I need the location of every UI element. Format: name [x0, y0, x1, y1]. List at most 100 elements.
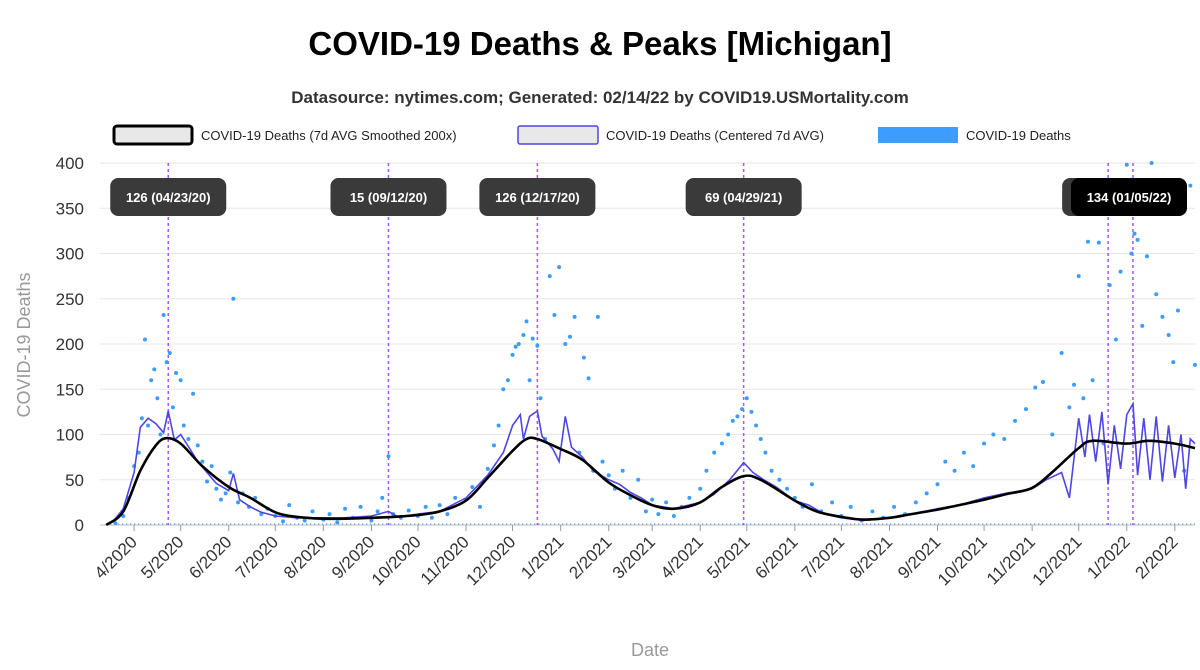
data-point [477, 504, 482, 509]
y-tick-label: 200 [56, 335, 84, 354]
data-point [524, 319, 529, 324]
data-point [136, 450, 141, 455]
data-point [530, 336, 535, 341]
series-centered-line [111, 400, 1196, 523]
legend-item-deaths: COVID-19 Deaths [878, 127, 1071, 143]
data-point [935, 482, 940, 487]
x-tick-label: 10/2021 [934, 532, 991, 589]
data-point [763, 450, 768, 455]
x-tick-label: 2/2022 [1131, 532, 1181, 582]
data-point [516, 342, 521, 346]
data-point [375, 509, 380, 514]
data-point [228, 470, 233, 475]
data-point [1129, 251, 1134, 256]
data-point [1166, 332, 1171, 337]
y-tick-label: 350 [56, 199, 84, 218]
data-point [1144, 254, 1149, 259]
data-point [445, 512, 450, 517]
data-point [809, 482, 814, 487]
data-point [606, 473, 611, 478]
data-point [231, 296, 236, 301]
data-point [1013, 418, 1018, 423]
data-point [236, 500, 241, 505]
x-tick-label: 7/2021 [798, 532, 848, 582]
data-point [595, 314, 600, 319]
data-point [1023, 407, 1028, 412]
x-axis: 4/20205/20206/20207/20208/20209/202010/2… [91, 525, 1182, 589]
y-tick-label: 50 [65, 471, 84, 490]
data-point [470, 484, 475, 489]
data-point [149, 378, 154, 383]
x-tick-label: 1/2021 [517, 532, 567, 582]
data-point [982, 441, 987, 446]
peak-label: 126 (12/17/20) [479, 178, 596, 216]
data-point [1002, 437, 1007, 442]
data-point [581, 355, 586, 360]
data-point [1072, 382, 1077, 387]
data-point [749, 409, 754, 414]
data-point [730, 418, 735, 423]
data-point [200, 459, 205, 464]
y-tick-label: 300 [56, 245, 84, 264]
data-point [563, 342, 568, 346]
peak-label-text: 126 (12/17/20) [495, 190, 580, 205]
data-point [139, 416, 144, 421]
x-tick-label: 12/2021 [1029, 532, 1086, 589]
peak-label-text: 15 (09/12/20) [350, 190, 427, 205]
peak-label: 15 (09/12/20) [330, 178, 447, 216]
data-point [158, 432, 163, 437]
peak-label-text: 126 (04/23/20) [126, 190, 211, 205]
data-point [429, 515, 434, 520]
legend-swatch-centered [517, 125, 599, 145]
x-tick-label: 11/2020 [417, 532, 473, 588]
data-point [961, 450, 966, 455]
data-point [1107, 283, 1112, 288]
data-point [698, 486, 703, 491]
data-point [1113, 337, 1118, 342]
legend-label-smoothed: COVID-19 Deaths (7d AVG Smoothed 200x) [201, 128, 457, 143]
data-point [214, 486, 219, 491]
data-point [971, 464, 976, 469]
data-point [744, 396, 749, 401]
data-point [218, 497, 223, 502]
data-point [830, 500, 835, 505]
data-point [505, 378, 510, 383]
data-point [552, 313, 557, 318]
x-axis-title: Date [631, 640, 669, 660]
y-tick-label: 0 [75, 516, 84, 535]
data-point [712, 450, 717, 455]
chart-title: COVID-19 Deaths & Peaks [Michigan] [308, 25, 891, 62]
x-tick-label: 10/2020 [368, 532, 425, 589]
legend-label-deaths: COVID-19 Deaths [966, 128, 1071, 143]
data-point [423, 504, 428, 509]
data-point [538, 396, 543, 401]
data-point [1193, 362, 1197, 367]
data-point [735, 414, 740, 419]
data-point [369, 518, 374, 523]
data-point [310, 509, 315, 514]
x-tick-label: 12/2020 [463, 532, 520, 589]
data-point [1124, 162, 1129, 167]
x-tick-label: 5/2021 [703, 532, 753, 582]
legend-item-centered: COVID-19 Deaths (Centered 7d AVG) [517, 125, 824, 145]
data-point [521, 332, 526, 337]
y-tick-label: 100 [56, 426, 84, 445]
data-point [287, 503, 292, 508]
x-tick-label: 3/2021 [609, 532, 659, 582]
data-point [453, 495, 458, 500]
data-point [664, 500, 669, 505]
data-point [1132, 231, 1137, 236]
x-tick-label: 4/2021 [657, 532, 707, 582]
data-point [1135, 237, 1140, 242]
data-point [848, 504, 853, 509]
data-point [1081, 396, 1086, 401]
peak-label: 69 (04/29/21) [685, 178, 802, 216]
data-point [1041, 380, 1046, 385]
data-point [223, 491, 228, 496]
data-point [643, 509, 648, 514]
x-tick-label: 8/2020 [280, 532, 330, 582]
data-point [406, 508, 411, 513]
data-point [1154, 292, 1159, 297]
data-point [527, 378, 532, 383]
data-point [924, 491, 929, 496]
